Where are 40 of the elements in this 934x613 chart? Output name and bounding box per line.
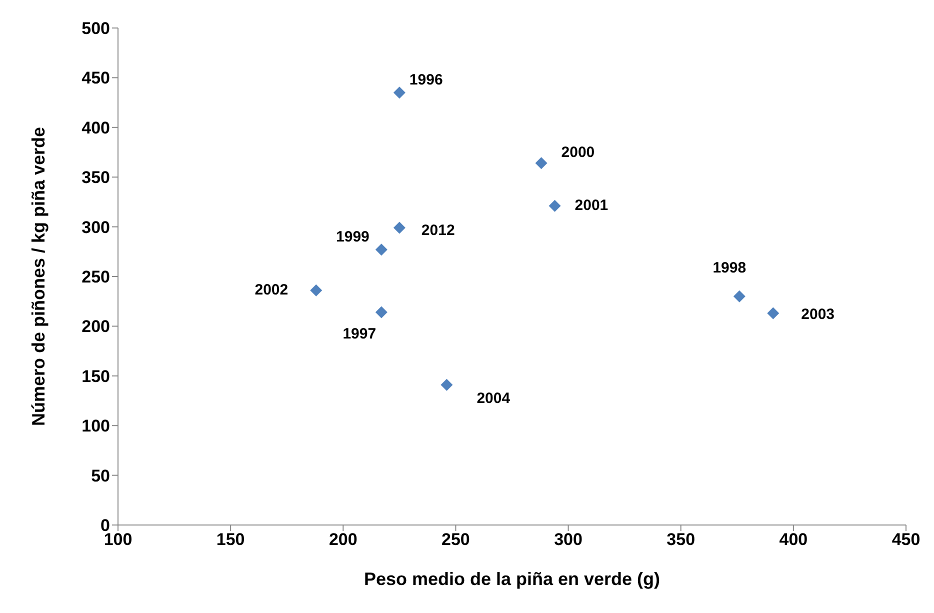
y-tick-label: 200 — [82, 317, 110, 336]
point — [375, 244, 388, 256]
annotation: 2012 — [421, 222, 455, 239]
point — [375, 306, 388, 318]
y-tick-label: 50 — [91, 466, 110, 486]
annotation: 1998 — [712, 259, 746, 276]
y-tick-label: 450 — [82, 68, 110, 88]
point — [440, 378, 453, 391]
x-tick-label: 300 — [554, 530, 582, 550]
y-tick-label: 300 — [82, 218, 110, 237]
point — [535, 157, 548, 170]
annotation: 2004 — [476, 390, 511, 407]
point — [733, 290, 746, 302]
annotation: 2003 — [801, 306, 835, 324]
y-tick-label: 350 — [82, 168, 110, 188]
y-tick-label: 250 — [82, 268, 110, 287]
point — [393, 222, 406, 234]
y-tick-label: 500 — [82, 19, 110, 38]
annotation: 1997 — [342, 325, 376, 342]
x-axis-title: Peso medio de la piña en verde (g) — [364, 569, 660, 589]
annotation: 2001 — [574, 196, 608, 214]
annotation: 1999 — [336, 228, 370, 246]
point — [767, 307, 780, 320]
x-tick-label: 400 — [779, 530, 808, 550]
y-tick-label: 150 — [82, 366, 110, 386]
annotation: 1996 — [409, 72, 443, 89]
x-tick-label: 200 — [328, 530, 358, 550]
annotation: 2002 — [254, 281, 288, 298]
annotation: 2000 — [561, 144, 595, 162]
point — [310, 284, 322, 296]
x-tick-label: 250 — [442, 530, 470, 550]
x-tick-label: 350 — [666, 530, 696, 550]
x-tick-label: 100 — [104, 530, 132, 550]
y-tick-label: 100 — [82, 416, 110, 436]
y-axis-title: Número de piñones / kg piña verde — [28, 126, 48, 426]
y-tick-label: 400 — [82, 118, 110, 138]
point — [548, 200, 561, 212]
x-tick-label: 450 — [892, 530, 920, 550]
point — [393, 86, 406, 99]
x-tick-label: 150 — [216, 530, 245, 550]
